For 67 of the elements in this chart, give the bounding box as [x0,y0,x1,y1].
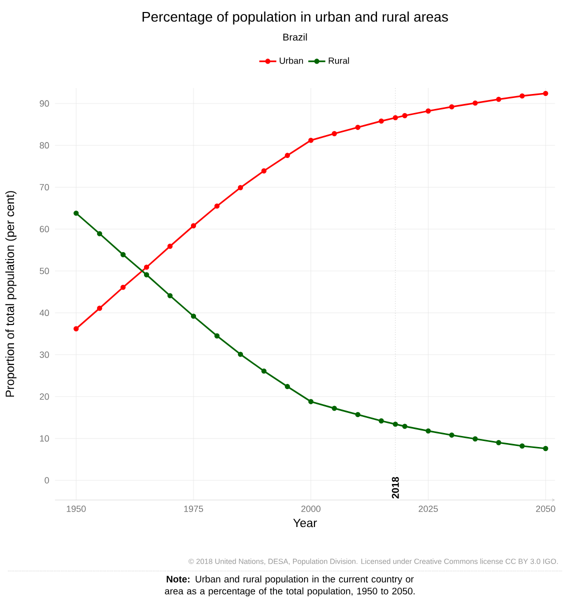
point [284,152,290,158]
point [120,284,126,290]
y-tick-label: 0 [44,477,50,484]
point [284,384,290,390]
point [392,422,398,427]
point [167,244,173,249]
point [449,104,454,110]
point [392,115,398,120]
legend-label: Rural [328,57,349,64]
y-tick-label: 80 [40,142,50,149]
ref-line-label: 2018 [392,476,399,498]
point [214,203,220,209]
point [144,272,150,278]
x-axis-title: Year [293,518,317,528]
point [308,138,314,143]
point [214,333,220,338]
point [261,168,267,174]
point [402,424,408,429]
point [74,326,79,332]
point [520,443,525,449]
point [378,418,384,424]
point [144,264,150,270]
point [238,352,244,357]
point [97,231,102,236]
y-tick-label: 50 [40,268,50,274]
y-tick-label: 20 [40,393,50,400]
x-tick-label: 2025 [418,506,438,512]
point [449,432,454,438]
point [355,412,360,418]
point [426,108,431,114]
point [355,124,360,130]
point [520,93,525,99]
chart-subtitle: Brazil [283,33,307,41]
y-tick-label: 10 [40,435,50,442]
y-tick-label: 40 [40,310,50,316]
y-tick-label: 60 [40,226,50,232]
point [190,223,196,228]
point [97,306,102,311]
y-tick-label: 70 [40,184,50,190]
point [543,90,548,96]
y-axis-title: Proportion of total population (per cent) [5,191,16,397]
point [167,293,173,298]
point [472,100,478,106]
text: Note: Urban and rural population in the current country or area as a percentage of the total population, 1950 to 2050. [164,576,415,596]
point [543,446,548,452]
y-tick-label: 30 [40,352,50,358]
x-tick-label: 1975 [184,506,204,512]
x-tick-label: 2050 [536,506,556,512]
point [496,440,502,446]
point [378,118,384,124]
x-tick-label: 1950 [66,506,86,512]
point [308,399,314,404]
point [238,185,244,190]
point [332,406,337,411]
point [120,252,126,258]
point [402,113,408,118]
point [496,96,502,102]
point [332,131,337,136]
point [190,314,196,319]
x-tick-label: 2000 [301,506,320,512]
point [261,368,267,374]
legend-label: Urban [280,57,303,64]
point [74,210,79,216]
chart-title: Percentage of population in urban and rural areas [142,11,448,24]
y-tick-label: 90 [40,100,50,107]
point [426,428,431,434]
point [472,436,478,442]
